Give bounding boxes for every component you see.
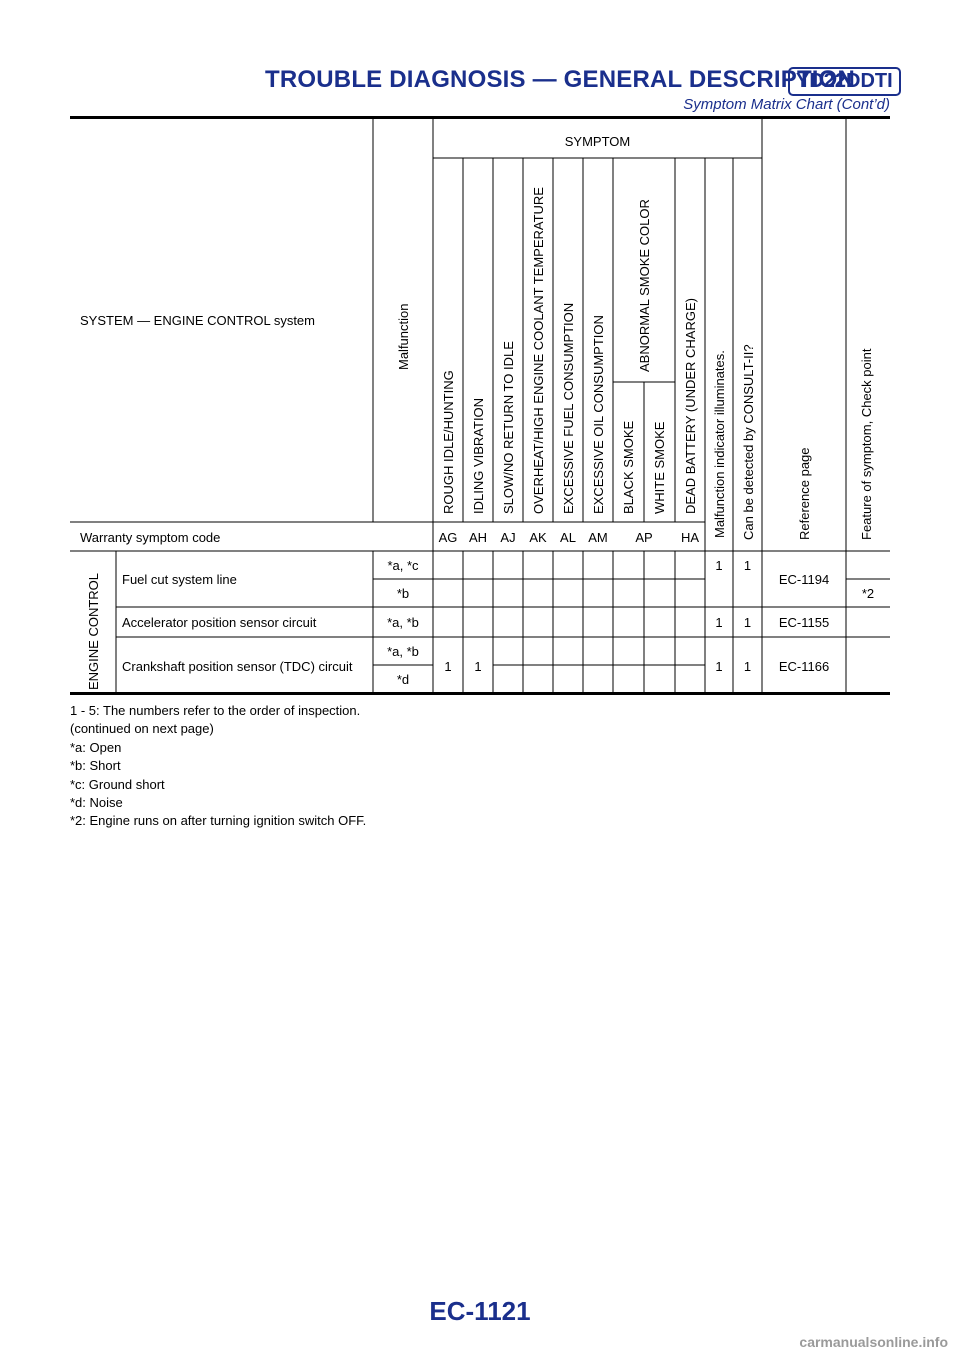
engine-model-badge: YD22DDTI [788, 67, 901, 96]
col-excessive-oil: EXCESSIVE OIL CONSUMPTION [591, 315, 606, 514]
item-fuel-cut: Fuel cut system line [122, 571, 237, 587]
footnote: 1 - 5: The numbers refer to the order of… [70, 703, 361, 718]
consult-value: 1 [743, 658, 752, 674]
watermark: carmanualsonline.info [799, 1334, 948, 1350]
warranty-code: AG [438, 529, 458, 545]
malfunction-code: *b [396, 585, 410, 601]
system-label: SYSTEM — ENGINE CONTROL system [80, 312, 315, 328]
section-subtitle: Symptom Matrix Chart (Cont’d) [683, 96, 890, 113]
warranty-code: HA [680, 529, 700, 545]
table-top-rule [70, 116, 890, 119]
symptom-header: SYMPTOM [564, 133, 631, 149]
malfunction-code: *d [396, 671, 410, 687]
footnote: *a: Open [70, 739, 122, 755]
reference-page: EC-1155 [778, 614, 830, 630]
col-white-smoke: WHITE SMOKE [652, 421, 667, 514]
feature-note: *2 [861, 585, 875, 601]
footnote: *2: Engine runs on after turning ignitio… [70, 813, 367, 829]
warranty-code: AP [635, 529, 653, 545]
rough-idle-value: 1 [444, 658, 452, 674]
col-consult: Can be detected by CONSULT-II? [741, 344, 756, 540]
group-engine-control: ENGINE CONTROL [86, 572, 101, 690]
reference-page: EC-1166 [778, 658, 830, 674]
item-crankshaft: Crankshaft position sensor (TDC) circuit [122, 658, 353, 674]
malfunction-code: *a, *b [387, 614, 419, 630]
consult-value: 1 [743, 557, 752, 573]
mil-value: 1 [715, 557, 723, 573]
mil-value: 1 [715, 614, 723, 630]
table-bottom-rule [70, 692, 890, 695]
malfunction-header: Malfunction [396, 303, 411, 370]
mil-value: 1 [715, 658, 723, 674]
footnote: *d: Noise [70, 795, 123, 811]
footnote: (continued on next page) [70, 721, 214, 737]
col-reference-page: Reference page [797, 447, 812, 540]
malfunction-code: *a, *c [387, 557, 419, 573]
col-rough-idle: ROUGH IDLE/HUNTING [441, 370, 456, 514]
footnote: *b: Short [70, 758, 121, 774]
malfunction-code: *a, *b [387, 643, 419, 659]
col-slow-return-idle: SLOW/NO RETURN TO IDLE [501, 341, 516, 514]
col-idling-vibration: IDLING VIBRATION [471, 397, 486, 514]
warranty-code: AL [560, 529, 576, 545]
idling-vibration-value: 1 [474, 658, 482, 674]
section-title: TROUBLE DIAGNOSIS — GENERAL DESCRIPTION [265, 66, 856, 93]
footnote: *c: Ground short [70, 776, 165, 792]
col-mil: Malfunction indicator illuminates. [712, 350, 727, 538]
warranty-code: AJ [500, 529, 516, 545]
col-abnormal-smoke: ABNORMAL SMOKE COLOR [637, 199, 652, 372]
warranty-label: Warranty symptom code [80, 529, 221, 545]
reference-page: EC-1194 [778, 571, 830, 587]
item-accelerator: Accelerator position sensor circuit [122, 614, 317, 630]
col-excessive-fuel: EXCESSIVE FUEL CONSUMPTION [561, 302, 576, 514]
col-overheat: OVERHEAT/HIGH ENGINE COOLANT TEMPERATURE [531, 187, 546, 514]
warranty-code: AM [588, 529, 608, 545]
page-number: EC-1121 [429, 1296, 531, 1326]
footnotes: 1 - 5: The numbers refer to the order of… [70, 702, 366, 831]
col-dead-battery: DEAD BATTERY (UNDER CHARGE) [683, 298, 698, 514]
col-feature: Feature of symptom, Check point [859, 348, 874, 540]
col-black-smoke: BLACK SMOKE [621, 420, 636, 514]
warranty-code: AH [468, 529, 488, 545]
consult-value: 1 [743, 614, 752, 630]
warranty-code: AK [529, 529, 547, 545]
